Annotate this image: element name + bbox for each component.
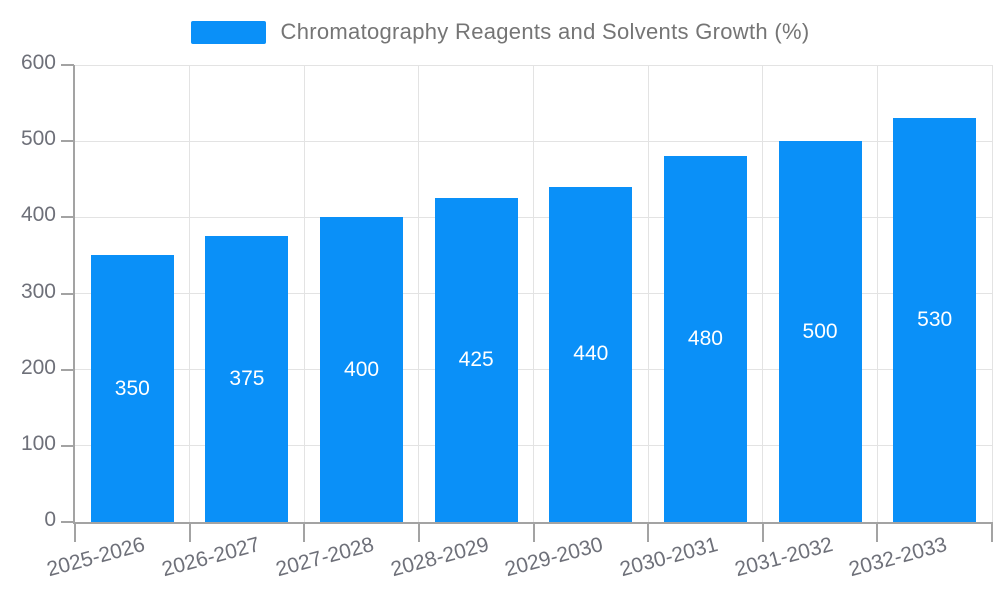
y-axis-tick: [61, 368, 74, 371]
grid-line-vertical: [991, 65, 993, 522]
x-axis-tick: [74, 522, 76, 542]
bar-value-label: 400: [344, 357, 380, 381]
x-axis-tick-label: 2032-2033: [846, 533, 950, 582]
bar: [205, 236, 289, 522]
legend-item[interactable]: Chromatography Reagents and Solvents Gro…: [190, 19, 810, 45]
y-axis-tick: [61, 216, 74, 219]
y-axis-tick-label: 600: [20, 51, 56, 74]
grid-line-vertical: [876, 65, 878, 522]
y-axis-tick: [61, 64, 74, 66]
x-axis-tick: [417, 522, 420, 542]
bar: [90, 255, 174, 522]
bar: [663, 156, 747, 522]
x-axis-tick: [991, 522, 993, 542]
x-axis-tick-label: 2027-2028: [273, 533, 377, 582]
x-axis-tick: [303, 522, 306, 542]
y-axis-tick-label: 400: [20, 203, 56, 227]
bar-value-label: 480: [687, 327, 723, 351]
y-axis-tick-label: 300: [20, 279, 56, 303]
plot-area: 350 375 400 425 440 480 500 530: [75, 64, 993, 522]
grid-line-vertical: [533, 65, 534, 522]
x-axis-tick: [876, 522, 879, 542]
y-axis-tick: [61, 444, 74, 447]
x-axis-tick: [188, 522, 191, 542]
y-axis-tick-label: 200: [20, 355, 56, 379]
x-axis-line: [73, 522, 992, 524]
legend-label: Chromatography Reagents and Solvents Gro…: [280, 19, 810, 44]
x-axis-tick: [647, 522, 650, 542]
y-axis-tick-label: 0: [44, 508, 56, 531]
grid-line-vertical: [418, 65, 420, 522]
grid-line-vertical: [303, 65, 305, 522]
x-axis-tick-label: 2029-2030: [502, 533, 606, 582]
bar-value-label: 350: [114, 376, 150, 400]
x-axis-tick-label: 2028-2029: [388, 533, 492, 582]
bar-value-label: 530: [917, 308, 953, 332]
bar: [320, 217, 404, 522]
grid-line-vertical: [189, 65, 191, 522]
x-axis-tick-label: 2031-2032: [732, 533, 836, 582]
bar: [893, 118, 977, 522]
chart-legend: Chromatography Reagents and Solvents Gro…: [0, 19, 1000, 45]
y-axis-line: [73, 65, 75, 524]
bar-value-label: 500: [802, 319, 838, 343]
y-axis-tick-label: 500: [20, 127, 56, 151]
x-axis-tick: [761, 522, 764, 542]
bar-value-label: 375: [229, 367, 265, 391]
x-axis-tick-label: 2030-2031: [617, 533, 721, 582]
legend-swatch: [190, 20, 266, 44]
bar-value-label: 425: [458, 348, 494, 372]
y-axis-tick: [61, 140, 74, 143]
x-axis-tick-label: 2025-2026: [44, 533, 148, 582]
x-axis-tick-label: 2026-2027: [158, 533, 262, 582]
y-axis-tick: [61, 292, 74, 295]
bar-value-label: 440: [573, 342, 609, 366]
bar: [434, 198, 518, 522]
bar: [778, 141, 862, 522]
x-axis-tick: [532, 522, 535, 542]
bar: [549, 186, 633, 522]
y-axis-tick-label: 100: [20, 431, 56, 455]
grid-line-vertical: [647, 65, 649, 522]
y-axis-tick: [61, 521, 74, 523]
grid-line-vertical: [762, 65, 764, 522]
